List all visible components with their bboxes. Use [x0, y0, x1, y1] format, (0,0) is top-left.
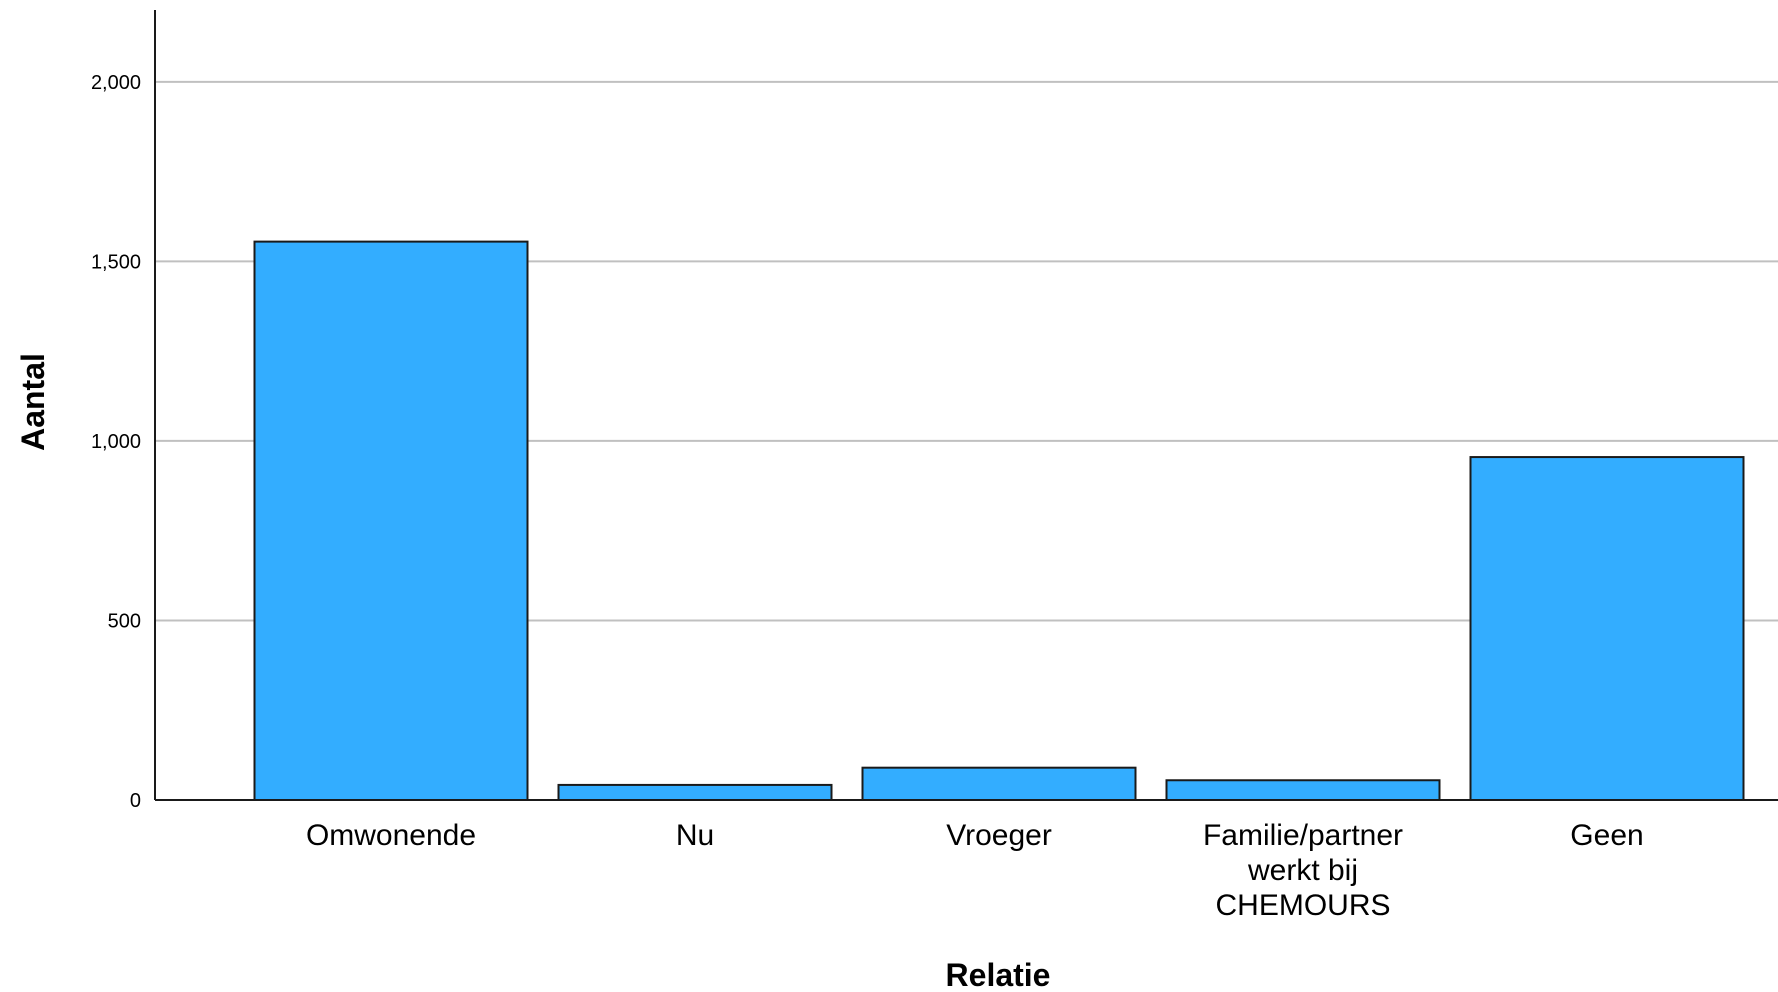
x-category-labels: Omwonende Nu Vroeger Familie/partner werkt b…	[306, 819, 1644, 922]
y-tick-label: 1,500	[91, 251, 141, 273]
y-tick-label: 2,000	[91, 72, 141, 94]
bar	[253, 240, 529, 801]
bars	[253, 240, 1745, 802]
x-category-label: Vroeger	[946, 819, 1052, 852]
y-axis-title: Aantal	[15, 353, 51, 451]
x-axis-title: Relatie	[946, 957, 1051, 992]
bar	[1165, 779, 1441, 801]
bar	[861, 766, 1137, 802]
y-tick-label: 0	[130, 790, 141, 812]
y-tick-labels: 0 500 1,000 1,500 2,000	[91, 72, 141, 812]
bar	[557, 783, 833, 801]
axes	[154, 10, 1778, 801]
x-category-label: Familie/partner werkt bij CHEMOURS	[1203, 819, 1403, 922]
x-category-label: Omwonende	[306, 819, 476, 852]
y-tick-label: 500	[108, 610, 141, 632]
x-category-label: Geen	[1570, 819, 1643, 852]
x-category-label: Nu	[676, 819, 714, 852]
bar	[1469, 456, 1745, 801]
y-tick-label: 1,000	[91, 431, 141, 453]
